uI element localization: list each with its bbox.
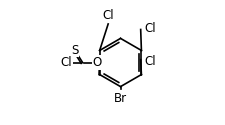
Text: Cl: Cl (144, 22, 156, 35)
Text: Cl: Cl (61, 56, 72, 69)
Text: Cl: Cl (102, 9, 114, 22)
Text: Br: Br (114, 92, 127, 105)
Text: S: S (71, 44, 79, 57)
Text: O: O (92, 56, 102, 69)
Text: Cl: Cl (144, 55, 156, 68)
